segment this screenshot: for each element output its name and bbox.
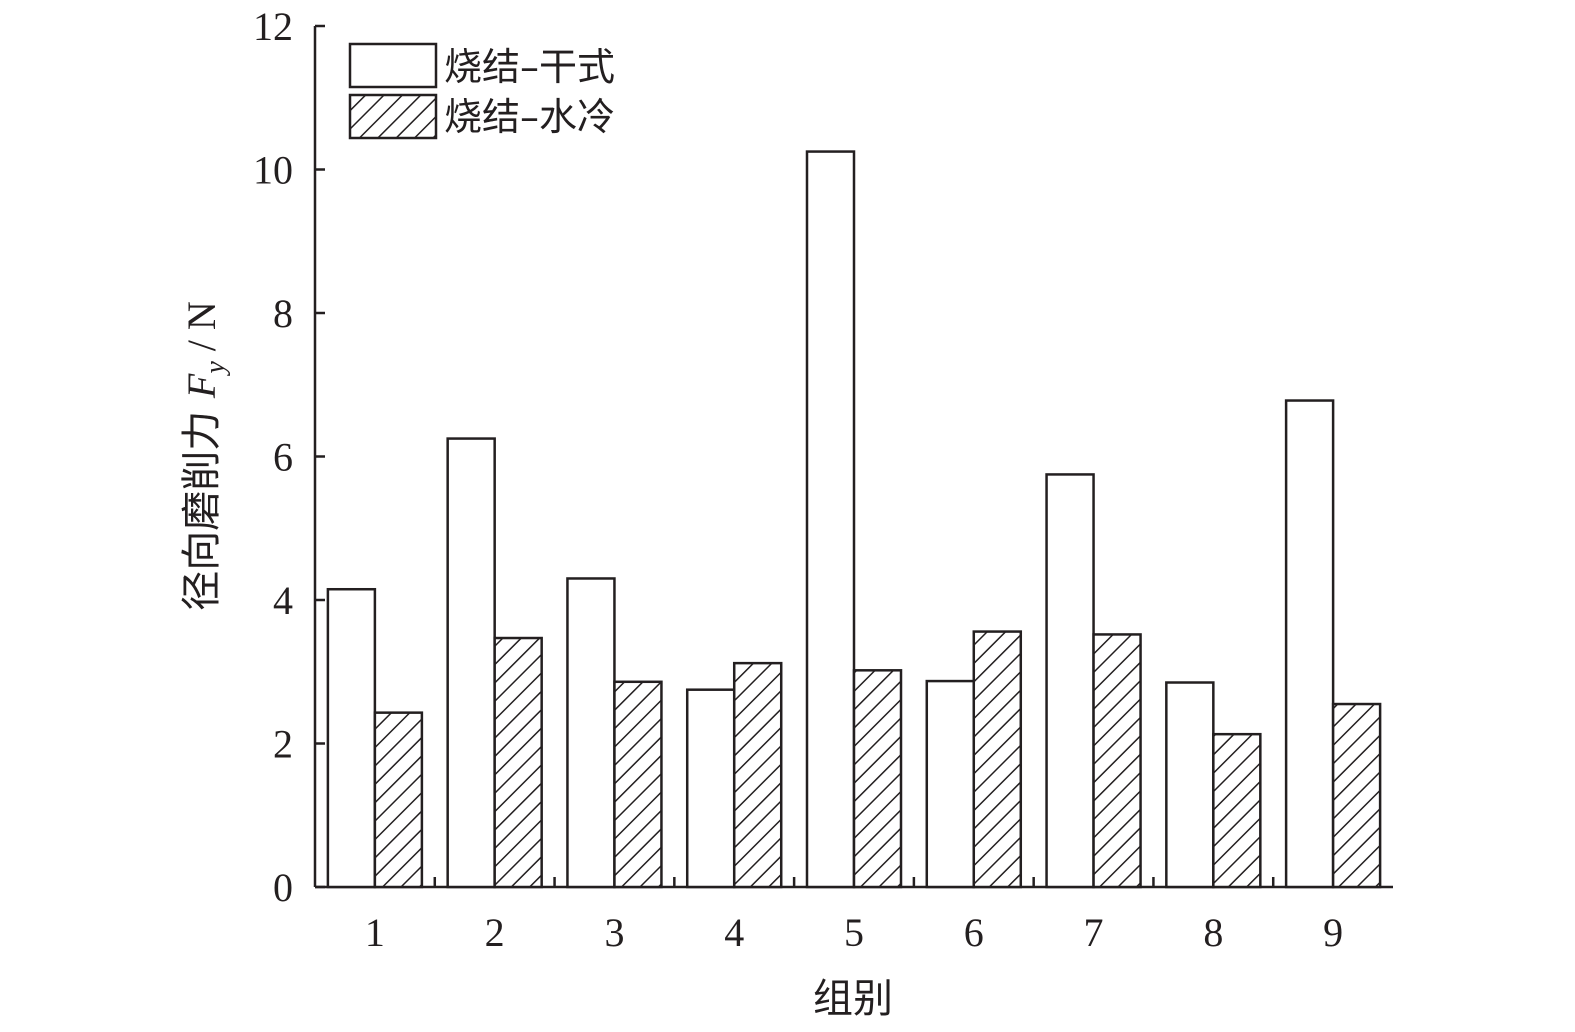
- bar-water-cooled-group-2: [493, 636, 543, 889]
- y-tick-label: 2: [273, 722, 293, 767]
- bar-dry-group-4: [685, 688, 736, 889]
- legend-label-water-cooled: 烧结–水冷: [444, 95, 615, 139]
- bar-dry-group-7: [1045, 473, 1095, 889]
- x-tick-label: 5: [844, 910, 864, 955]
- y-tick-label: 6: [273, 435, 293, 480]
- y-axis-title: 径向磨削力 Fy / N: [179, 301, 231, 611]
- bar-dry-group-3: [566, 577, 616, 889]
- bar-water-cooled-group-4: [732, 661, 783, 889]
- y-tick-label: 4: [273, 578, 293, 623]
- y-tick-label: 10: [253, 148, 293, 193]
- x-tick-label: 7: [1084, 910, 1104, 955]
- bar-water-cooled-group-8: [1212, 732, 1262, 889]
- y-tick-label: 8: [273, 291, 293, 336]
- bar-water-cooled-group-1: [373, 711, 424, 889]
- bar-dry-group-5: [805, 150, 856, 889]
- y-tick-label: 12: [253, 4, 293, 49]
- bar-dry-group-1: [326, 587, 377, 889]
- x-tick-label: 9: [1323, 910, 1343, 955]
- x-tick-label: 2: [485, 910, 505, 955]
- x-tick-label: 4: [724, 910, 744, 955]
- legend: 烧结–干式 烧结–水冷: [348, 42, 615, 140]
- bar-water-cooled-group-9: [1331, 702, 1382, 889]
- y-axis-title-main: 径向磨削力: [179, 398, 225, 611]
- bar-water-cooled-group-7: [1092, 633, 1142, 889]
- x-axis-title: 组别: [813, 976, 893, 1022]
- x-tick-label: 6: [964, 910, 984, 955]
- bar-water-cooled-group-5: [852, 669, 903, 889]
- y-axis-title-unit: / N: [179, 301, 224, 361]
- y-axis-ticks: 0 2 4 6 8 10 12: [253, 4, 325, 910]
- legend-label-dry: 烧结–干式: [444, 45, 615, 89]
- y-tick-label: 0: [273, 865, 293, 910]
- legend-swatch-dry: [348, 42, 438, 89]
- bar-water-cooled-group-6: [972, 630, 1023, 889]
- x-tick-label: 3: [604, 910, 624, 955]
- bar-dry-group-9: [1284, 399, 1335, 889]
- legend-swatch-water-cooled: [348, 93, 438, 140]
- y-axis-title-variable: F: [179, 373, 224, 399]
- bar-water-cooled-group-3: [613, 680, 663, 889]
- bar-dry-group-2: [446, 437, 496, 889]
- x-tick-label: 1: [365, 910, 385, 955]
- bar-dry-group-6: [925, 679, 976, 889]
- x-tick-label: 8: [1203, 910, 1223, 955]
- bars: [326, 150, 1382, 889]
- bar-dry-group-8: [1165, 681, 1215, 889]
- x-axis-ticks: 1 2 3 4 5 6 7 8 9: [365, 877, 1343, 955]
- y-axis-title-subscript: y: [200, 361, 231, 377]
